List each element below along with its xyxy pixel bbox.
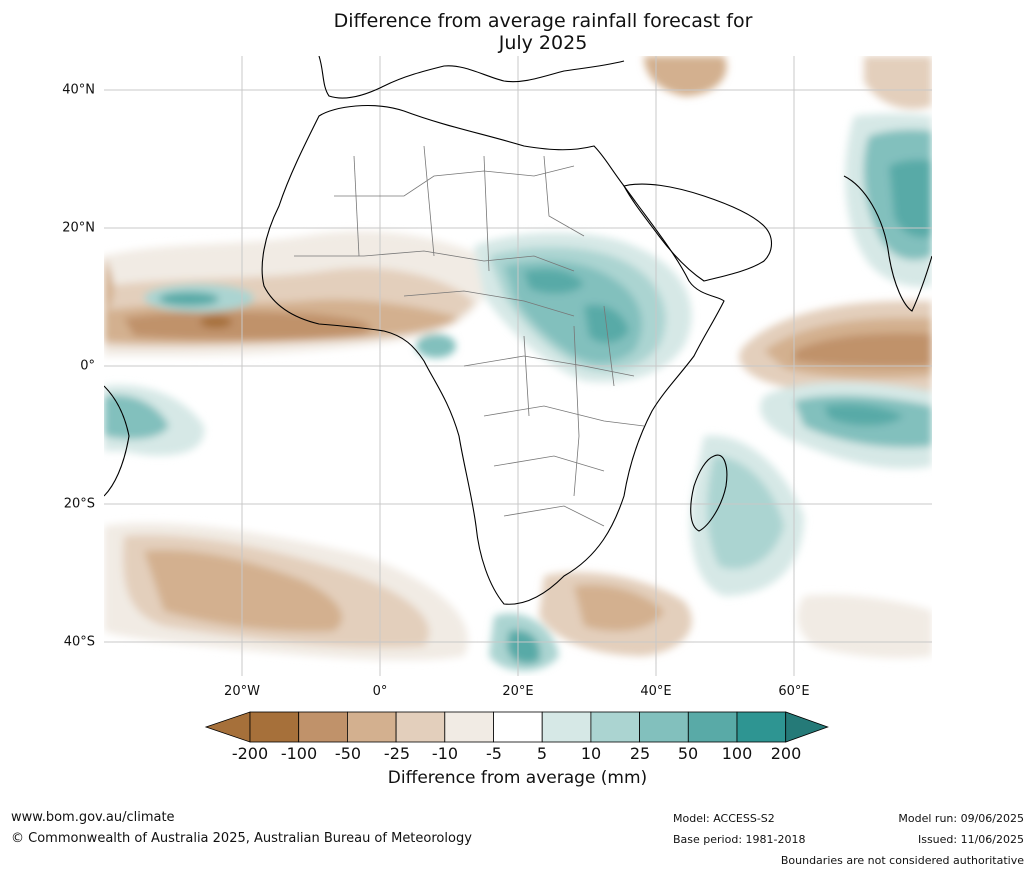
- lon-label-20w: 20°W: [224, 684, 260, 699]
- cb-tick: 5: [536, 744, 548, 763]
- colorbar-left-arrow: [204, 711, 251, 743]
- anomaly-shading: [104, 56, 932, 671]
- colorbar-bin: [493, 711, 543, 743]
- footer-copyright: © Commonwealth of Australia 2025, Austra…: [11, 831, 472, 846]
- cb-tick: 200: [770, 744, 802, 763]
- lat-label-40n: 40°N: [62, 82, 95, 98]
- footer-model: Model: ACCESS-S2: [673, 812, 775, 825]
- colorbar-bin: [249, 711, 300, 743]
- colorbar-bin: [736, 711, 787, 743]
- colorbar: [204, 711, 829, 743]
- colorbar-bin: [590, 711, 640, 743]
- cb-tick: 50: [677, 744, 699, 763]
- lon-label-20e: 20°E: [502, 684, 534, 699]
- footer-base-period: Base period: 1981-2018: [673, 833, 806, 846]
- footer-disclaimer: Boundaries are not considered authoritat…: [780, 854, 1024, 867]
- lon-label-60e: 60°E: [778, 684, 810, 699]
- rainfall-map: [104, 56, 932, 676]
- map-svg: [104, 56, 932, 676]
- cb-tick: -5: [486, 744, 502, 763]
- cb-tick: 10: [580, 744, 602, 763]
- footer-website[interactable]: www.bom.gov.au/climate: [11, 810, 175, 825]
- cb-tick: -100: [280, 744, 318, 763]
- cb-tick: 100: [721, 744, 753, 763]
- colorbar-bin: [298, 711, 348, 743]
- colorbar-bin: [395, 711, 446, 743]
- colorbar-bin: [687, 711, 738, 743]
- cb-tick: -25: [383, 744, 411, 763]
- cb-tick: -10: [431, 744, 459, 763]
- country-boundaries: [294, 145, 645, 527]
- colorbar-title: Difference from average (mm): [387, 768, 648, 788]
- cb-tick: -50: [334, 744, 362, 763]
- lon-label-0: 0°: [372, 684, 388, 699]
- title-line-1: Difference from average rainfall forecas…: [333, 10, 753, 32]
- lat-label-20s: 20°S: [63, 496, 95, 512]
- colorbar-bin: [541, 711, 592, 743]
- footer-model-run: Model run: 09/06/2025: [898, 812, 1024, 825]
- colorbar-bin: [639, 711, 689, 743]
- lat-label-40s: 40°S: [63, 634, 95, 650]
- graticule: [104, 56, 932, 676]
- lon-label-40e: 40°E: [640, 684, 672, 699]
- cb-tick: -200: [231, 744, 269, 763]
- colorbar-bin: [346, 711, 397, 743]
- lat-label-0: 0°: [80, 358, 95, 374]
- cb-tick: 25: [629, 744, 651, 763]
- colorbar-right-arrow: [785, 711, 829, 743]
- coastlines: [104, 56, 932, 605]
- map-title: Difference from average rainfall forecas…: [0, 10, 1035, 54]
- lat-label-20n: 20°N: [62, 220, 95, 236]
- colorbar-bin: [444, 711, 494, 743]
- title-line-2: July 2025: [498, 32, 588, 54]
- footer-issued: Issued: 11/06/2025: [917, 833, 1024, 846]
